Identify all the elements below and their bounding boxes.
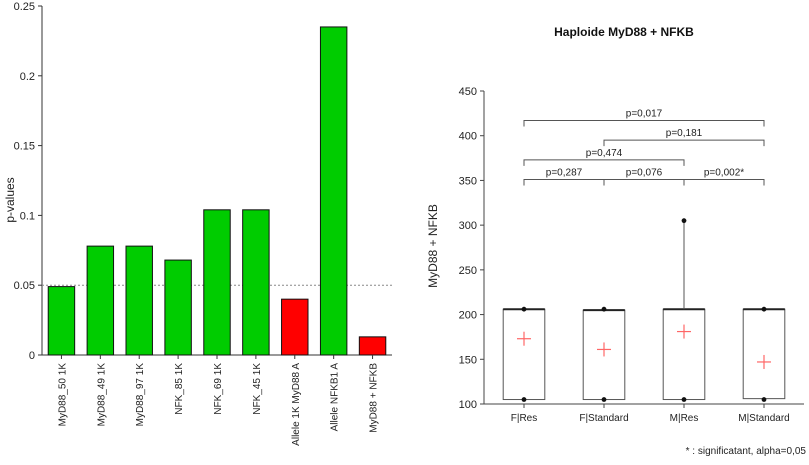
right-xtick-label: F|Standard xyxy=(579,413,628,424)
right-ylabel: MyD88 + NFKB xyxy=(426,204,440,288)
comparison-bracket xyxy=(523,159,685,166)
left-ytick-label: 0.15 xyxy=(14,141,35,153)
box xyxy=(502,308,546,401)
bar xyxy=(242,209,270,356)
right-box-chart: Haploide MyD88 + NFKB MyD88 + NFKB p=0,0… xyxy=(426,25,806,457)
left-xtick-label: NFK_45 1K xyxy=(252,363,263,415)
bar xyxy=(319,26,348,356)
bar xyxy=(358,336,387,356)
bar xyxy=(125,245,153,356)
bar xyxy=(164,259,192,356)
right-title: Haploide MyD88 + NFKB xyxy=(554,25,694,39)
max-point xyxy=(521,306,527,312)
min-point xyxy=(601,397,607,402)
comparison-label: p=0,017 xyxy=(626,109,663,120)
comparison-bracket xyxy=(683,179,765,186)
left-xtick-label: Allele 1K MyD88 A xyxy=(291,363,302,446)
left-ytick-label: 0.2 xyxy=(20,71,35,83)
left-xtick-label: NFK_85 1K xyxy=(174,363,185,415)
min-point xyxy=(521,397,527,402)
bar xyxy=(86,245,115,356)
right-ytick-label: 150 xyxy=(459,354,477,366)
right-ytick-label: 350 xyxy=(459,175,477,187)
left-xtick-label: MyD88_49 1K xyxy=(96,363,107,427)
right-ytick-label: 100 xyxy=(459,399,477,411)
right-ytick-label: 300 xyxy=(459,220,477,232)
left-xtick-label: MyD88 + NFKB xyxy=(369,363,380,433)
left-ytick-label: 0.05 xyxy=(14,280,35,292)
left-ytick-label: 0.1 xyxy=(20,210,35,222)
left-xtick-label: MyD88_50 1K xyxy=(57,363,68,427)
left-xtick-label: MyD88_97 1K xyxy=(135,363,146,427)
right-xtick-label: F|Res xyxy=(511,413,538,424)
comparison-label: p=0,181 xyxy=(666,128,703,139)
bar xyxy=(203,209,231,356)
bar xyxy=(281,298,309,356)
box xyxy=(742,308,786,400)
right-ytick-label: 450 xyxy=(459,86,477,98)
comparison-bracket xyxy=(523,179,605,186)
left-ytick-label: 0.25 xyxy=(14,1,35,13)
comparison-label: p=0,474 xyxy=(586,148,623,159)
min-point xyxy=(761,397,767,402)
left-bar-chart: p-values 0 0.05 0.1 0.15 0.2 0.25 MyD88_50 1K… xyxy=(3,1,392,446)
left-ytick-label: 0 xyxy=(29,350,35,362)
box xyxy=(662,308,706,401)
max-point xyxy=(601,306,607,312)
left-xtick-label: Allele NFKB1 A xyxy=(330,363,341,432)
min-point xyxy=(681,397,687,402)
max-point xyxy=(761,306,767,312)
max-point xyxy=(681,218,687,224)
comparison-bracket xyxy=(603,179,685,186)
right-xtick-label: M|Standard xyxy=(738,413,790,424)
right-xtick-label: M|Res xyxy=(670,413,699,424)
footnote: * : significatant, alpha=0,05 xyxy=(686,446,807,457)
comparison-bracket xyxy=(523,120,765,127)
comparison-label: p=0,287 xyxy=(546,168,583,179)
comparison-label: p=0,002* xyxy=(704,168,744,179)
bar xyxy=(47,286,76,356)
right-ytick-label: 200 xyxy=(459,310,477,322)
left-ylabel: p-values xyxy=(3,177,17,222)
right-ytick-label: 400 xyxy=(459,131,477,143)
left-xtick-label: NFK_69 1K xyxy=(213,363,224,415)
right-ytick-label: 250 xyxy=(459,265,477,277)
comparison-label: p=0,076 xyxy=(626,168,663,179)
comparison-bracket xyxy=(603,139,765,147)
